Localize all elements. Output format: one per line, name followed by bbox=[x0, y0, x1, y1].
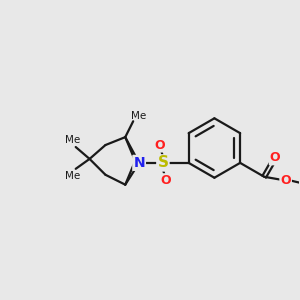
Text: O: O bbox=[270, 152, 280, 164]
Text: Me: Me bbox=[65, 171, 80, 181]
Text: S: S bbox=[158, 155, 168, 170]
Text: O: O bbox=[154, 139, 165, 152]
Text: N: N bbox=[133, 156, 145, 170]
Text: Me: Me bbox=[65, 135, 80, 145]
Text: O: O bbox=[160, 174, 171, 187]
Text: Me: Me bbox=[130, 111, 146, 121]
Text: O: O bbox=[280, 174, 291, 187]
